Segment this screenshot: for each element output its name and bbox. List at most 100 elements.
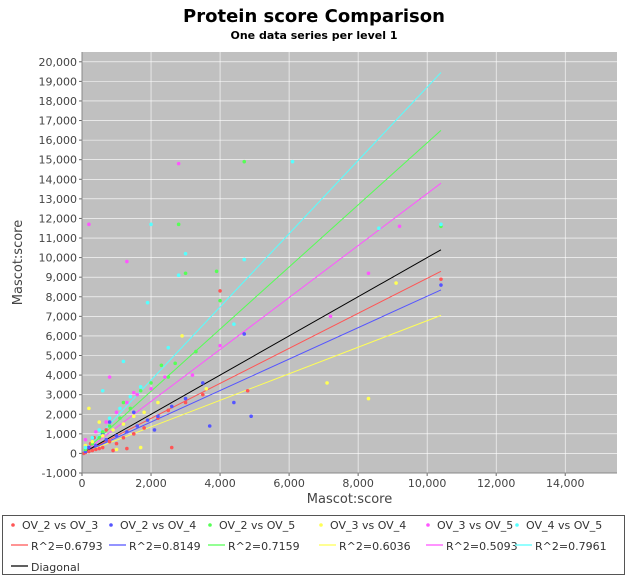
scatter-point (114, 410, 119, 415)
legend-label: R^2=0.7961 (535, 540, 607, 553)
scatter-point (149, 222, 153, 227)
scatter-point (107, 375, 112, 379)
x-tick-label: 12,000 (477, 477, 516, 490)
scatter-point (121, 400, 126, 405)
scatter-point (163, 375, 167, 379)
scatter-point (366, 396, 371, 401)
scatter-point (173, 361, 177, 366)
scatter-point (94, 430, 98, 434)
scatter-point (397, 224, 402, 229)
y-tick-label: 19,000 (39, 75, 78, 88)
y-tick-label: 13,000 (39, 193, 78, 206)
scatter-point (394, 281, 398, 285)
scatter-point (121, 359, 126, 364)
scatter-point (107, 424, 112, 428)
legend-label: R^2=0.8149 (129, 540, 201, 553)
scatter-point (138, 445, 143, 450)
scatter-point (118, 416, 122, 420)
legend-item: R^2=0.8149 (109, 540, 201, 553)
scatter-point (90, 435, 95, 440)
scatter-point (100, 430, 105, 434)
scatter-point (176, 222, 181, 227)
scatter-point (104, 428, 108, 432)
legend-item: R^2=0.6793 (11, 540, 103, 553)
y-tick-label: 9,000 (46, 271, 78, 284)
scatter-point (138, 388, 143, 393)
legend-item: OV_2 vs OV_3 (11, 519, 98, 532)
scatter-point (87, 406, 91, 411)
legend-marker (515, 523, 519, 527)
legend-label: OV_3 vs OV_5 (437, 519, 513, 532)
x-axis-label: Mascot:score (307, 492, 392, 507)
legend-marker (109, 523, 113, 527)
legend-item: R^2=0.7961 (515, 540, 607, 553)
scatter-point (125, 430, 129, 434)
scatter-point (97, 420, 102, 424)
scatter-point (207, 424, 212, 428)
x-tick-label: 10,000 (408, 477, 447, 490)
y-tick-label: 4,000 (46, 369, 78, 382)
scatter-point (439, 283, 443, 287)
y-tick-label: -1,000 (42, 467, 77, 480)
scatter-point (97, 446, 102, 451)
scatter-point (125, 400, 129, 405)
scatter-point (87, 222, 91, 227)
scatter-point (128, 406, 133, 411)
scatter-point (90, 448, 95, 453)
scatter-point (242, 159, 247, 164)
scatter-point (114, 447, 119, 452)
scatter-point (100, 445, 105, 450)
scatter-point (183, 271, 188, 276)
y-tick-label: 2,000 (46, 408, 78, 421)
scatter-point (149, 381, 153, 385)
scatter-point (201, 392, 205, 397)
scatter-point (142, 426, 146, 430)
scatter-point (214, 269, 219, 274)
scatter-point (149, 387, 153, 391)
scatter-point (90, 439, 95, 444)
scatter-point (121, 422, 126, 426)
scatter-point (183, 396, 188, 401)
series-line (81, 182, 442, 454)
scatter-point (87, 449, 91, 454)
scatter-point (131, 390, 136, 395)
legend-item: R^2=0.6036 (319, 540, 411, 553)
scatter-point (166, 345, 171, 350)
legend-label: R^2=0.6793 (31, 540, 103, 553)
scatter-point (111, 428, 115, 432)
scatter-point (232, 400, 236, 405)
y-tick-label: 17,000 (39, 115, 78, 128)
x-tick-label: 6,000 (273, 477, 305, 490)
legend-marker (426, 523, 430, 527)
series-line (81, 314, 442, 454)
scatter-point (242, 332, 247, 336)
scatter-point (83, 437, 88, 442)
series-line (81, 289, 442, 454)
scatter-point (377, 226, 381, 231)
plot-area (82, 52, 617, 473)
y-tick-label: 18,000 (39, 95, 78, 108)
scatter-point (94, 447, 98, 452)
x-tick-label: 0 (79, 477, 86, 490)
scatter-point (194, 349, 198, 354)
scatter-point (135, 392, 140, 397)
scatter-point (138, 385, 143, 389)
scatter-point (104, 420, 108, 424)
trend-lines (81, 72, 442, 454)
y-tick-label: 8,000 (46, 291, 78, 304)
y-tick-label: 16,000 (39, 134, 78, 147)
scatter-point (176, 273, 181, 278)
scatter-point (201, 381, 205, 385)
legend-marker (208, 523, 212, 527)
y-tick-label: 1,000 (46, 428, 78, 441)
legend-label: R^2=0.7159 (228, 540, 300, 553)
scatter-point (190, 373, 195, 377)
scatter-point (183, 251, 188, 256)
chart-title: Protein score Comparison (183, 6, 445, 27)
scatter-point (131, 410, 136, 415)
scatter-point (176, 161, 181, 166)
scatter-point (135, 424, 140, 428)
x-tick-label: 14,000 (546, 477, 585, 490)
legend-label: Diagonal (31, 561, 80, 574)
scatter-point (107, 439, 112, 444)
